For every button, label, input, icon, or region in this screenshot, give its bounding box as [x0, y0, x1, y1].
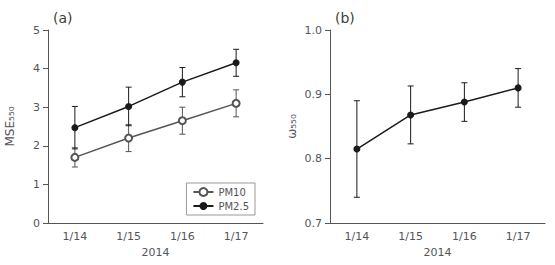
svg-text:1/17: 1/17 — [224, 230, 249, 243]
svg-text:1/15: 1/15 — [116, 230, 141, 243]
svg-text:(b): (b) — [335, 10, 355, 26]
svg-text:2014: 2014 — [424, 246, 452, 259]
svg-text:0.7: 0.7 — [305, 217, 323, 230]
svg-text:1/16: 1/16 — [452, 230, 477, 243]
svg-text:1/14: 1/14 — [63, 230, 88, 243]
svg-text:1.0: 1.0 — [305, 24, 323, 37]
svg-text:2: 2 — [33, 139, 40, 152]
svg-text:3: 3 — [33, 101, 40, 114]
svg-text:1/17: 1/17 — [506, 230, 531, 243]
svg-text:ω₅₅₀: ω₅₅₀ — [285, 114, 299, 139]
svg-text:MSE₅₅₀: MSE₅₅₀ — [3, 106, 17, 146]
svg-text:PM10: PM10 — [218, 187, 245, 198]
svg-text:1/16: 1/16 — [170, 230, 195, 243]
svg-text:1/15: 1/15 — [398, 230, 423, 243]
svg-text:PM2.5: PM2.5 — [218, 201, 249, 212]
svg-text:5: 5 — [33, 24, 40, 37]
svg-text:2014: 2014 — [142, 246, 170, 259]
svg-text:0.8: 0.8 — [305, 152, 323, 165]
svg-text:4: 4 — [33, 62, 40, 75]
svg-text:1/14: 1/14 — [345, 230, 370, 243]
svg-text:0.9: 0.9 — [305, 88, 323, 101]
svg-text:(a): (a) — [53, 10, 73, 26]
svg-text:1: 1 — [33, 178, 40, 191]
svg-text:0: 0 — [33, 217, 40, 230]
